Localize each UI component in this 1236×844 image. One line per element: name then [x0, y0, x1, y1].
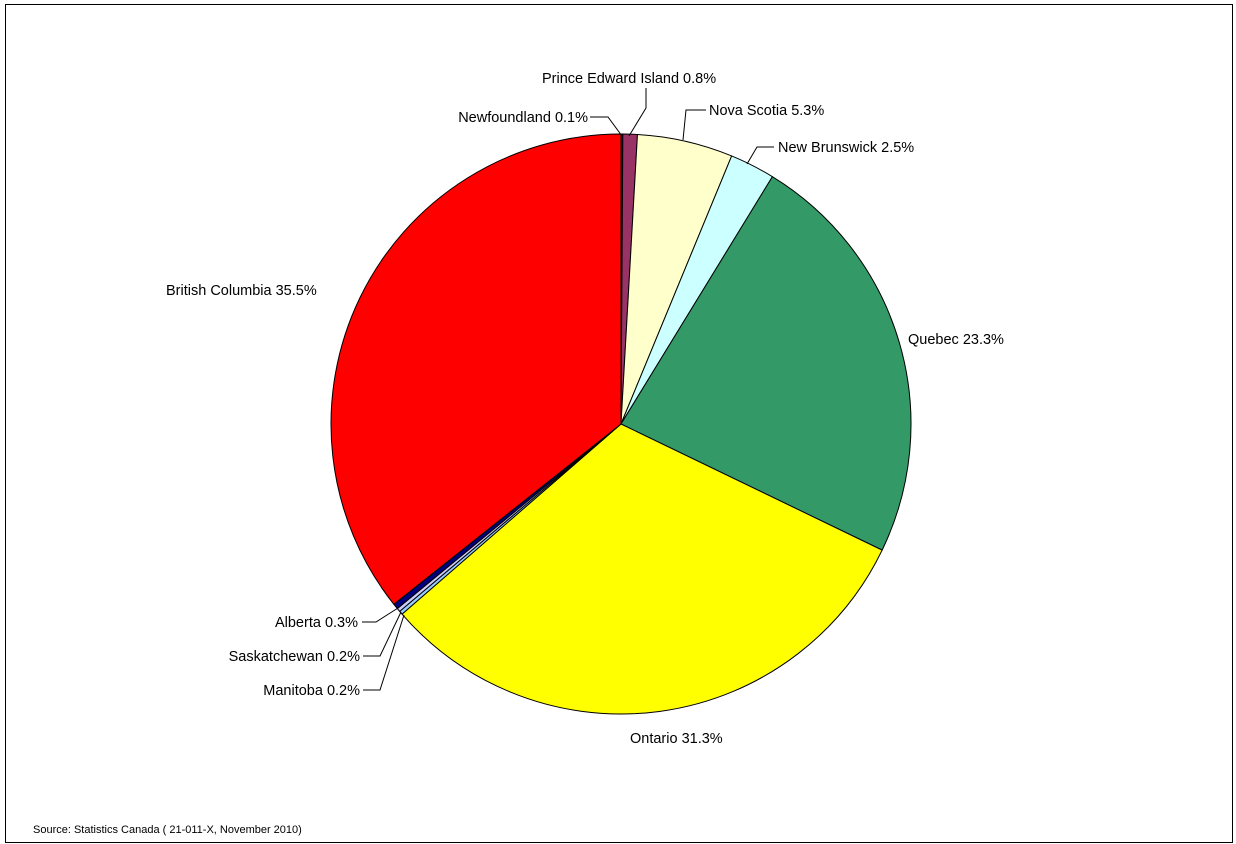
- slice-label-manitoba: Manitoba 0.2%: [263, 683, 360, 699]
- slice-label-british-columbia: British Columbia 35.5%: [166, 283, 317, 299]
- source-note: Source: Statistics Canada ( 21-011-X, No…: [33, 824, 302, 836]
- leader-line-nova-scotia: [682, 109, 706, 141]
- leader-line-alberta: [362, 607, 399, 623]
- slice-label-nova-scotia: Nova Scotia 5.3%: [709, 103, 824, 119]
- leader-line-prince-edward-island: [628, 88, 647, 137]
- leader-line-newfoundland: [590, 116, 623, 137]
- leader-line-manitoba: [363, 614, 405, 691]
- pie-labels: Newfoundland 0.1% Prince Edward Island 0.…: [166, 71, 1004, 747]
- leader-line-new-brunswick: [746, 146, 774, 165]
- slice-label-ontario: Ontario 31.3%: [630, 731, 723, 747]
- pie-slice-british-columbia: [330, 133, 622, 605]
- slice-label-prince-edward-island: Prince Edward Island 0.8%: [542, 71, 716, 87]
- slice-label-new-brunswick: New Brunswick 2.5%: [778, 140, 914, 156]
- slice-label-newfoundland: Newfoundland 0.1%: [458, 110, 588, 126]
- pie-slice-ontario: [401, 423, 883, 715]
- pie-slices: [330, 133, 912, 715]
- pie-slice-quebec: [620, 176, 912, 551]
- slice-label-saskatchewan: Saskatchewan 0.2%: [229, 649, 360, 665]
- slice-label-alberta: Alberta 0.3%: [275, 615, 358, 631]
- slice-label-quebec: Quebec 23.3%: [908, 332, 1004, 348]
- leader-line-saskatchewan: [363, 611, 402, 657]
